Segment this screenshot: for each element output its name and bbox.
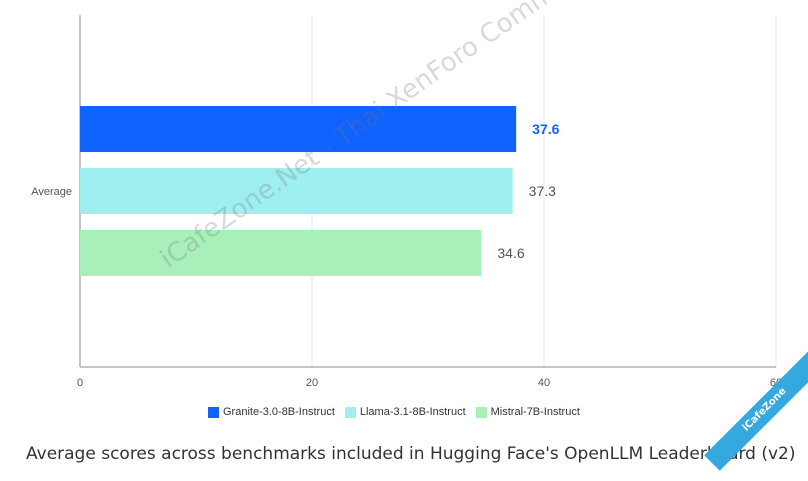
legend-swatch-llama [344, 406, 356, 418]
data-label: 37.6 [532, 121, 559, 137]
legend-swatch-granite [208, 406, 219, 418]
legend-item-mistral[interactable]: Mistral-7B-Instruct [475, 406, 580, 418]
data-label: 34.6 [497, 245, 524, 261]
legend-label-mistral: Mistral-7B-Instruct [490, 406, 580, 418]
legend-label-granite: Granite-3.0-8B-Instruct [223, 406, 335, 418]
legend-swatch-mistral [475, 406, 487, 418]
legend-item-granite[interactable]: Granite-3.0-8B-Instruct [208, 406, 335, 418]
legend: Granite-3.0-8B-Instruct Llama-3.1-8B-Ins… [208, 406, 580, 418]
bar [80, 106, 517, 152]
chart-caption: Average scores across benchmarks include… [26, 444, 796, 464]
legend-label-llama: Llama-3.1-8B-Instruct [359, 406, 466, 418]
category-label: Average [31, 186, 72, 198]
bar-chart: 0204060Average37.637.334.6 [31, 15, 782, 389]
bar [80, 168, 513, 214]
legend-item-llama[interactable]: Llama-3.1-8B-Instruct [344, 406, 466, 418]
x-tick-label: 0 [77, 377, 83, 389]
bar [80, 230, 482, 276]
data-label: 37.3 [529, 183, 556, 199]
x-tick-label: 20 [306, 377, 318, 389]
x-tick-label: 40 [538, 377, 550, 389]
